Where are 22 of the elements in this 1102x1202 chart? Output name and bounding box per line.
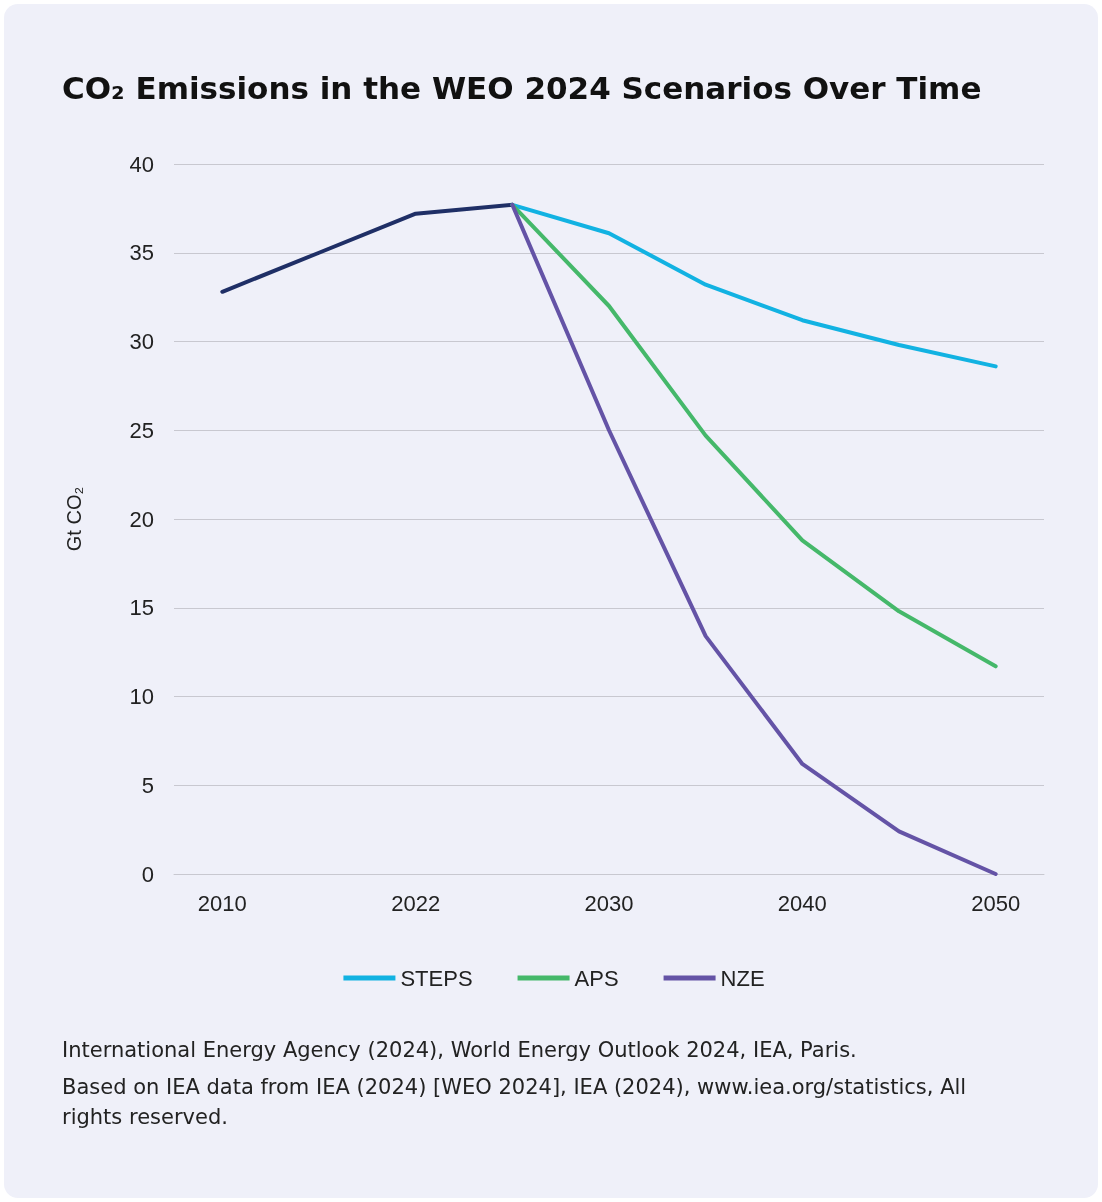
legend-label: APS bbox=[574, 965, 619, 991]
x-tick-label: 2022 bbox=[391, 890, 441, 916]
y-tick-label: 5 bbox=[141, 772, 154, 798]
line-series bbox=[510, 202, 998, 876]
y-tick-label: 35 bbox=[129, 240, 154, 266]
y-tick-label: 10 bbox=[129, 684, 154, 709]
x-tick-label: 2040 bbox=[777, 890, 827, 916]
x-tick-label: 2050 bbox=[971, 890, 1021, 916]
chart-title: CO₂ Emissions in the WEO 2024 Scenarios Over Time bbox=[62, 70, 982, 106]
x-tick-label: 2010 bbox=[197, 890, 247, 916]
x-tick-label: 2030 bbox=[584, 890, 634, 916]
y-tick-label: 15 bbox=[129, 595, 154, 621]
y-tick-label: 25 bbox=[129, 417, 154, 443]
text: Based on IEA data from IEA (2024) [WEO 2024], IEA (2024), www.iea.org/statistics, All rights reserved. bbox=[62, 1074, 968, 1131]
y-tick-label: 20 bbox=[129, 506, 154, 532]
y-tick-label: 0 bbox=[141, 861, 154, 887]
legend-label: STEPS bbox=[400, 965, 473, 991]
y-tick-label: 40 bbox=[129, 151, 154, 177]
legend-label: NZE bbox=[720, 965, 765, 991]
y-tick-label: 30 bbox=[129, 329, 154, 354]
text: International Energy Agency (2024), World Energy Outlook 2024, IEA, Paris. bbox=[62, 1037, 858, 1064]
y-axis-title: Gt CO₂ bbox=[63, 486, 85, 552]
